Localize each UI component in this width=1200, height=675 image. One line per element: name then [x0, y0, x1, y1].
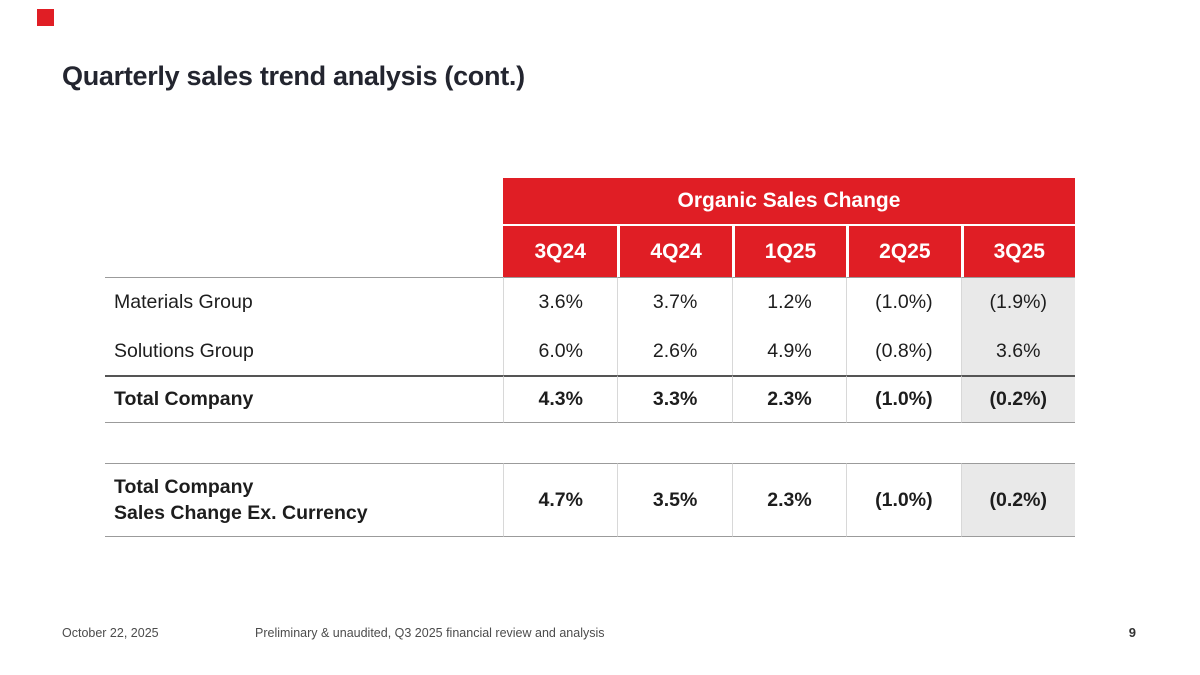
footer-date: October 22, 2025: [62, 626, 159, 640]
table-cell-materials-2q25: (1.0%): [846, 277, 961, 327]
column-header-3q25: 3Q25: [960, 224, 1075, 277]
table-cell-total-3q24: 4.3%: [503, 375, 618, 423]
table-cell-excurrency-3q24: 4.7%: [503, 463, 618, 537]
table-cell-solutions-3q25: 3.6%: [960, 327, 1075, 375]
organic-sales-grid: Organic Sales Change 3Q24 4Q24 1Q25 2Q25…: [105, 178, 1075, 423]
row-label-solutions-group: Solutions Group: [114, 339, 254, 362]
table-cell-materials-3q24: 3.6%: [503, 277, 618, 327]
table-corner-spacer: [105, 224, 503, 277]
table-cell-materials-1q25: 1.2%: [731, 277, 847, 327]
column-header-2q25: 2Q25: [846, 224, 961, 277]
footer-disclaimer: Preliminary & unaudited, Q3 2025 financi…: [255, 626, 605, 640]
table-cell-materials-4q24: 3.7%: [617, 277, 732, 327]
brand-logo-mark: [37, 9, 54, 26]
slide-title: Quarterly sales trend analysis (cont.): [62, 61, 525, 91]
table-cell-materials-3q25: (1.9%): [960, 277, 1075, 327]
table-cell-solutions-4q24: 2.6%: [617, 327, 731, 375]
table-cell-total-4q24: 3.3%: [617, 375, 732, 423]
row-label-total-company: Total Company: [105, 375, 503, 423]
column-header-3q24: 3Q24: [503, 224, 618, 277]
table-cell-total-2q25: (1.0%): [846, 375, 961, 423]
organic-sales-table: Organic Sales Change 3Q24 4Q24 1Q25 2Q25…: [105, 178, 1075, 423]
table-cell-solutions-1q25: 4.9%: [731, 327, 846, 375]
table-corner-spacer: [105, 178, 503, 224]
table-group-header: Organic Sales Change: [503, 178, 1075, 224]
row-label-materials-group: Materials Group: [105, 277, 503, 327]
ex-currency-table: Total Company Sales Change Ex. Currency …: [105, 463, 1075, 537]
page-number: 9: [1128, 625, 1136, 640]
table-cell-excurrency-2q25: (1.0%): [846, 463, 961, 537]
table-cell-solutions-3q24: 6.0%: [503, 327, 617, 375]
column-header-4q24: 4Q24: [617, 224, 732, 277]
ex-currency-label-line2: Sales Change Ex. Currency: [114, 502, 368, 524]
row-label-ex-currency: Total Company Sales Change Ex. Currency: [105, 463, 503, 537]
column-header-1q25: 1Q25: [731, 224, 847, 277]
table-cell-excurrency-3q25: (0.2%): [960, 463, 1075, 537]
ex-currency-label-line1: Total Company: [114, 476, 254, 498]
table-cell-excurrency-1q25: 2.3%: [731, 463, 847, 537]
table-cell-total-1q25: 2.3%: [731, 375, 847, 423]
table-cell-excurrency-4q24: 3.5%: [617, 463, 732, 537]
table-cell-solutions-2q25: (0.8%): [846, 327, 960, 375]
table-cell-total-3q25: (0.2%): [960, 375, 1075, 423]
